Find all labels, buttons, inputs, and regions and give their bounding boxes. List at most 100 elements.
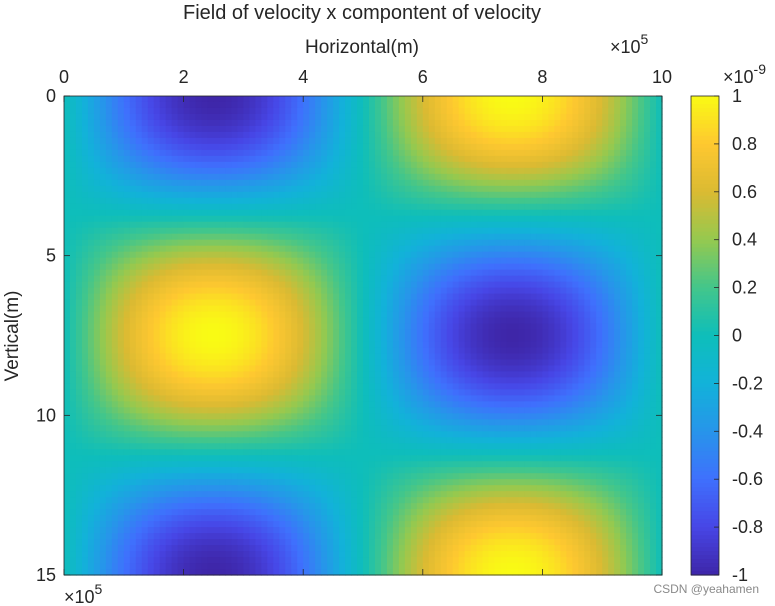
heatmap-cell — [404, 353, 412, 361]
heatmap-cell — [249, 365, 256, 373]
heatmap-cell — [165, 365, 173, 373]
heatmap-cell — [572, 251, 579, 259]
heatmap-cell — [123, 239, 131, 247]
heatmap-cell — [171, 305, 179, 313]
heatmap-cell — [584, 167, 591, 175]
heatmap-cell — [512, 287, 520, 295]
heatmap-cell — [470, 203, 478, 211]
heatmap-cell — [225, 233, 233, 241]
heatmap-cell — [542, 317, 549, 325]
heatmap-cell — [620, 341, 627, 349]
heatmap-cell — [219, 281, 227, 289]
heatmap-cell — [632, 131, 639, 139]
heatmap-cell — [345, 335, 352, 343]
heatmap-cell — [249, 359, 256, 367]
heatmap-cell — [255, 359, 262, 367]
heatmap-cell — [428, 203, 436, 211]
heatmap-cell — [309, 275, 316, 283]
heatmap-cell — [470, 377, 478, 384]
heatmap-cell — [291, 101, 298, 109]
heatmap-cell — [333, 221, 340, 229]
heatmap-cell — [434, 101, 442, 109]
heatmap-cell — [285, 197, 292, 205]
heatmap-cell — [351, 221, 358, 229]
heatmap-cell — [237, 155, 244, 163]
heatmap-cell — [309, 353, 316, 361]
heatmap-cell — [554, 215, 561, 223]
heatmap-cell — [64, 383, 71, 390]
heatmap-cell — [297, 221, 304, 229]
heatmap-cell — [339, 143, 346, 151]
heatmap-cell — [303, 131, 310, 139]
heatmap-cell — [285, 257, 292, 265]
heatmap-cell — [297, 257, 304, 265]
heatmap-cell — [584, 113, 591, 121]
heatmap-cell — [243, 389, 250, 396]
heatmap-cell — [614, 245, 621, 253]
heatmap-cell — [267, 269, 274, 277]
heatmap-cell — [620, 173, 627, 181]
heatmap-cell — [386, 371, 394, 379]
heatmap-cell — [608, 143, 615, 151]
heatmap-cell — [261, 167, 268, 175]
heatmap-cell — [536, 299, 543, 307]
heatmap-cell — [620, 179, 627, 187]
heatmap-cell — [386, 281, 394, 289]
heatmap-cell — [536, 209, 543, 217]
heatmap-cell — [285, 125, 292, 133]
heatmap-cell — [303, 353, 310, 361]
heatmap-cell — [368, 173, 376, 181]
heatmap-cell — [524, 239, 532, 247]
heatmap-cell — [183, 137, 191, 145]
heatmap-cell — [572, 215, 579, 223]
heatmap-cell — [476, 101, 484, 109]
heatmap-cell — [321, 371, 328, 379]
heatmap-cell — [596, 161, 603, 169]
heatmap-cell — [363, 137, 370, 145]
heatmap-cell — [440, 251, 448, 259]
heatmap-cell — [584, 227, 591, 235]
heatmap-cell — [548, 233, 555, 241]
heatmap-cell — [398, 215, 406, 223]
heatmap-cell — [512, 96, 520, 103]
heatmap-cell — [428, 269, 436, 277]
heatmap-cell — [632, 317, 639, 325]
heatmap-cell — [267, 371, 274, 379]
heatmap-cell — [243, 137, 250, 145]
heatmap-cell — [548, 257, 555, 265]
heatmap-cell — [404, 371, 412, 379]
heatmap-cell — [626, 113, 633, 121]
heatmap-cell — [452, 347, 460, 355]
heatmap-cell — [225, 167, 233, 175]
heatmap-cell — [422, 173, 430, 181]
heatmap-cell — [470, 389, 478, 396]
heatmap-cell — [231, 209, 239, 217]
heatmap-cell — [189, 299, 197, 307]
heatmap-cell — [297, 96, 304, 103]
heatmap-cell — [578, 257, 585, 265]
heatmap-cell — [243, 383, 250, 390]
heatmap-cell — [81, 209, 89, 217]
heatmap-cell — [368, 101, 376, 109]
heatmap-cell — [578, 245, 585, 253]
heatmap-cell — [518, 353, 526, 361]
heatmap-cell — [87, 269, 95, 277]
heatmap-cell — [201, 155, 209, 163]
heatmap-cell — [267, 125, 274, 133]
heatmap-cell — [69, 287, 77, 295]
heatmap-cell — [105, 149, 113, 157]
heatmap-cell — [201, 179, 209, 187]
heatmap-cell — [153, 149, 161, 157]
heatmap-cell — [351, 185, 358, 193]
heatmap-cell — [650, 155, 657, 163]
heatmap-cell — [644, 353, 651, 361]
heatmap-cell — [345, 281, 352, 289]
heatmap-cell — [195, 143, 203, 151]
heatmap-cell — [446, 389, 454, 396]
heatmap-cell — [452, 239, 460, 247]
heatmap-cell — [620, 305, 627, 313]
heatmap-cell — [500, 113, 508, 121]
heatmap-cell — [261, 227, 268, 235]
heatmap-cell — [392, 335, 400, 343]
heatmap-cell — [620, 131, 627, 139]
